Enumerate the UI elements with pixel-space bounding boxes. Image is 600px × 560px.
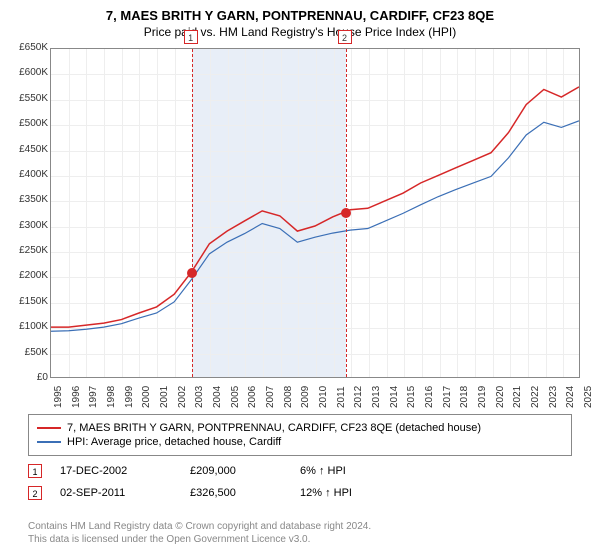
x-tick-label: 2020 [495, 386, 506, 408]
legend-row: HPI: Average price, detached house, Card… [37, 435, 563, 449]
y-tick-label: £50K [0, 347, 48, 358]
event-date: 02-SEP-2011 [60, 487, 190, 499]
y-tick-label: £550K [0, 93, 48, 104]
y-tick-label: £350K [0, 194, 48, 205]
x-tick-label: 2009 [300, 386, 311, 408]
x-tick-label: 2010 [318, 386, 329, 408]
x-tick-label: 2022 [530, 386, 541, 408]
x-tick-label: 2011 [336, 386, 347, 408]
y-tick-label: £100K [0, 321, 48, 332]
x-tick-label: 1999 [124, 386, 135, 408]
y-tick-label: £300K [0, 220, 48, 231]
y-tick-label: £600K [0, 67, 48, 78]
line-series-svg [51, 49, 579, 378]
x-tick-label: 2006 [247, 386, 258, 408]
event-row: 2 02-SEP-2011 £326,500 12% ↑ HPI [28, 482, 572, 504]
x-tick-label: 2005 [230, 386, 241, 408]
event-price: £326,500 [190, 487, 300, 499]
event-marker [187, 268, 197, 278]
x-tick-label: 2007 [265, 386, 276, 408]
event-pin-icon: 1 [28, 464, 42, 478]
x-tick-label: 2019 [477, 386, 488, 408]
event-delta: 12% ↑ HPI [300, 487, 572, 499]
y-tick-label: £400K [0, 169, 48, 180]
x-tick-label: 2021 [512, 386, 523, 408]
series-line-property [51, 87, 579, 327]
legend-row: 7, MAES BRITH Y GARN, PONTPRENNAU, CARDI… [37, 421, 563, 435]
plot-area [50, 48, 580, 378]
event-price: £209,000 [190, 465, 300, 477]
y-tick-label: £450K [0, 144, 48, 155]
footer-line: This data is licensed under the Open Gov… [28, 533, 572, 546]
x-tick-label: 2017 [442, 386, 453, 408]
x-tick-label: 2015 [406, 386, 417, 408]
x-tick-label: 2003 [194, 386, 205, 408]
x-tick-label: 2016 [424, 386, 435, 408]
event-marker [341, 208, 351, 218]
event-date: 17-DEC-2002 [60, 465, 190, 477]
y-tick-label: £0 [0, 372, 48, 383]
event-dash [192, 49, 193, 377]
y-tick-label: £250K [0, 245, 48, 256]
x-tick-label: 1998 [106, 386, 117, 408]
legend-swatch [37, 441, 61, 443]
legend-label: HPI: Average price, detached house, Card… [67, 436, 281, 448]
x-tick-label: 2018 [459, 386, 470, 408]
x-tick-label: 2014 [389, 386, 400, 408]
x-tick-label: 1995 [53, 386, 64, 408]
event-pin-icon: 2 [28, 486, 42, 500]
x-tick-label: 2012 [353, 386, 364, 408]
legend-swatch [37, 427, 61, 429]
x-tick-label: 1996 [71, 386, 82, 408]
y-tick-label: £150K [0, 296, 48, 307]
x-tick-label: 2013 [371, 386, 382, 408]
event-pin: 1 [184, 30, 198, 44]
y-tick-label: £650K [0, 42, 48, 53]
event-row: 1 17-DEC-2002 £209,000 6% ↑ HPI [28, 460, 572, 482]
x-tick-label: 2004 [212, 386, 223, 408]
legend-label: 7, MAES BRITH Y GARN, PONTPRENNAU, CARDI… [67, 422, 481, 434]
x-tick-label: 2000 [141, 386, 152, 408]
x-tick-label: 1997 [88, 386, 99, 408]
y-tick-label: £200K [0, 270, 48, 281]
footer-attribution: Contains HM Land Registry data © Crown c… [28, 520, 572, 546]
event-pin: 2 [338, 30, 352, 44]
footer-line: Contains HM Land Registry data © Crown c… [28, 520, 572, 533]
chart-title: 7, MAES BRITH Y GARN, PONTPRENNAU, CARDI… [0, 0, 600, 23]
chart-subtitle: Price paid vs. HM Land Registry's House … [0, 23, 600, 43]
chart-container: 7, MAES BRITH Y GARN, PONTPRENNAU, CARDI… [0, 0, 600, 560]
x-tick-label: 2001 [159, 386, 170, 408]
x-tick-label: 2023 [548, 386, 559, 408]
event-delta: 6% ↑ HPI [300, 465, 572, 477]
x-tick-label: 2025 [583, 386, 594, 408]
x-tick-label: 2002 [177, 386, 188, 408]
legend-box: 7, MAES BRITH Y GARN, PONTPRENNAU, CARDI… [28, 414, 572, 456]
x-tick-label: 2024 [565, 386, 576, 408]
events-table: 1 17-DEC-2002 £209,000 6% ↑ HPI 2 02-SEP… [28, 460, 572, 504]
y-tick-label: £500K [0, 118, 48, 129]
x-tick-label: 2008 [283, 386, 294, 408]
